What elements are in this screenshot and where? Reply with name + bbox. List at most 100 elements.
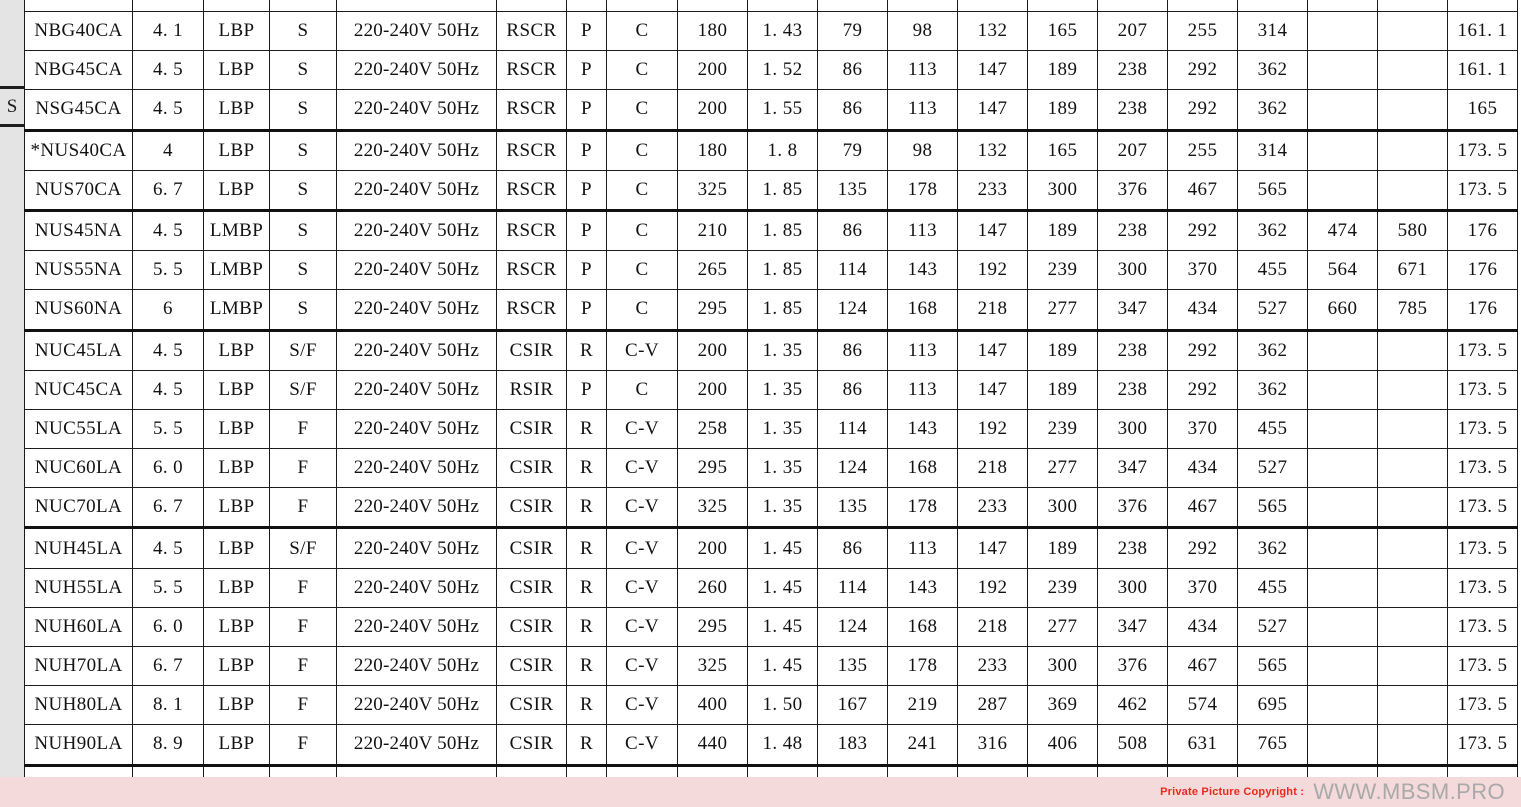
table-cell-n12: 173. 5	[1447, 169, 1518, 212]
table-cell-app: S	[269, 250, 337, 291]
table-cell-n1: 210	[677, 209, 748, 252]
table-cell	[24, 0, 133, 12]
table-row: NUH80LA 8. 1 LBP F 220-240V 50Hz CSIR R C-V 400 1…	[24, 685, 1518, 726]
table-cell-disp: 6. 7	[132, 487, 204, 530]
table-cell-prot: C-V	[606, 408, 678, 450]
table-cell-n9: 314	[1237, 129, 1308, 171]
table-cell-model: NSG45CA	[24, 89, 133, 132]
table-cell-model: NUH80LA	[24, 685, 133, 726]
table-cell	[1377, 0, 1448, 12]
table-cell-n12: 173. 5	[1447, 369, 1518, 410]
table-cell-disp: 4	[132, 129, 204, 171]
table-cell-motor: RSCR	[496, 50, 567, 91]
table-cell-app: S	[269, 289, 337, 332]
table-row: NUC45CA 4. 5 LBP S/F 220-240V 50Hz RSIR P C 200 1…	[24, 369, 1518, 410]
table-cell-n10	[1307, 129, 1378, 171]
table-row: NSG45CA 4. 5 LBP S 220-240V 50Hz RSCR P C 200 1. …	[24, 89, 1518, 132]
table-cell-disp: 4. 5	[132, 209, 204, 252]
table-cell-n3: 86	[817, 329, 888, 371]
table-cell-n1: 200	[677, 89, 748, 132]
table-cell-n8: 292	[1167, 209, 1238, 252]
table-cell-motor: RSCR	[496, 289, 567, 332]
table-cell-n8: 467	[1167, 645, 1238, 687]
table-cell-n3: 135	[817, 169, 888, 212]
table-cell-app: F	[269, 448, 337, 489]
table-cell-n8: 292	[1167, 329, 1238, 371]
table-cell-n4: 241	[887, 724, 958, 767]
table-cell-n11	[1377, 89, 1448, 132]
table-cell-n1: 265	[677, 250, 748, 291]
table-cell-n1: 295	[677, 606, 748, 648]
table-cell-n4: 143	[887, 567, 958, 608]
table-cell-n10	[1307, 329, 1378, 371]
table-cell-n8: 370	[1167, 408, 1238, 450]
table-cell-app: F	[269, 645, 337, 687]
table-cell-n8: 255	[1167, 10, 1238, 52]
table-cell-n1: 200	[677, 527, 748, 569]
table-cell-n9: 527	[1237, 448, 1308, 489]
table-cell-n7: 508	[1097, 724, 1168, 767]
table-cell-n2: 1. 52	[747, 50, 818, 91]
table-cell-n5: 233	[957, 645, 1028, 687]
table-cell-n1: 325	[677, 645, 748, 687]
table-cell-model: NUH45LA	[24, 527, 133, 569]
table-cell-n6: 300	[1027, 645, 1098, 687]
table-cell-model: NUS70CA	[24, 169, 133, 212]
table-cell-voltage: 220-240V 50Hz	[336, 408, 497, 450]
table-cell-n1: 200	[677, 369, 748, 410]
table-cell-n1: 325	[677, 487, 748, 530]
table-cell-n5: 233	[957, 169, 1028, 212]
table-cell-n8: 434	[1167, 289, 1238, 332]
table-cell-n11	[1377, 129, 1448, 171]
table-cell-prot: C-V	[606, 685, 678, 726]
specification-table: NBG40CA 4. 1 LBP S 220-240V 50Hz RSCR P C 180 1. …	[24, 0, 1518, 806]
table-cell-disp: 6. 7	[132, 645, 204, 687]
table-cell-model: NUC55LA	[24, 408, 133, 450]
table-cell-n3: 124	[817, 289, 888, 332]
table-cell-motor: CSIR	[496, 408, 567, 450]
table-cell-prot: C	[606, 169, 678, 212]
table-cell-phase: P	[566, 50, 607, 91]
table-cell-model: NBG45CA	[24, 50, 133, 91]
table-cell	[336, 0, 497, 12]
table-cell-n4: 178	[887, 487, 958, 530]
table-cell-n12: 176	[1447, 289, 1518, 332]
table-cell-n6: 300	[1027, 169, 1098, 212]
table-cell-n10: 474	[1307, 209, 1378, 252]
table-cell-n2: 1. 35	[747, 408, 818, 450]
table-cell-n11: 671	[1377, 250, 1448, 291]
table-cell-n5: 147	[957, 527, 1028, 569]
table-cell-n6: 189	[1027, 527, 1098, 569]
table-row: NUS70CA 6. 7 LBP S 220-240V 50Hz RSCR P C 325 1. …	[24, 169, 1518, 212]
table-cell-n5: 218	[957, 606, 1028, 648]
table-cell-n5: 233	[957, 487, 1028, 530]
table-cell-ref: LBP	[203, 645, 270, 687]
table-cell-model: NUH90LA	[24, 724, 133, 767]
table-cell-n5: 287	[957, 685, 1028, 726]
table-cell-n9: 455	[1237, 567, 1308, 608]
table-cell-n8: 467	[1167, 169, 1238, 212]
table-cell-motor: RSCR	[496, 250, 567, 291]
table-cell-model: NBG40CA	[24, 10, 133, 52]
table-cell-voltage: 220-240V 50Hz	[336, 209, 497, 252]
table-cell-n11	[1377, 645, 1448, 687]
table-cell-motor: CSIR	[496, 567, 567, 608]
table-cell-phase: R	[566, 448, 607, 489]
table-cell-motor: CSIR	[496, 487, 567, 530]
table-cell-n12: 173. 5	[1447, 329, 1518, 371]
table-cell-ref: LMBP	[203, 250, 270, 291]
table-row: NBG45CA 4. 5 LBP S 220-240V 50Hz RSCR P C 200 1. …	[24, 50, 1518, 91]
table-cell-n5: 192	[957, 250, 1028, 291]
table-cell-n9: 362	[1237, 89, 1308, 132]
table-cell-n9: 565	[1237, 645, 1308, 687]
table-cell-prot: C-V	[606, 448, 678, 489]
table-cell	[1447, 0, 1518, 12]
table-cell-n10	[1307, 487, 1378, 530]
table-cell-n9: 362	[1237, 329, 1308, 371]
table-cell-n5: 192	[957, 567, 1028, 608]
table-cell-prot: C	[606, 209, 678, 252]
table-cell-disp: 4. 1	[132, 10, 204, 52]
table-cell-ref: LBP	[203, 329, 270, 371]
table-cell-n10	[1307, 10, 1378, 52]
